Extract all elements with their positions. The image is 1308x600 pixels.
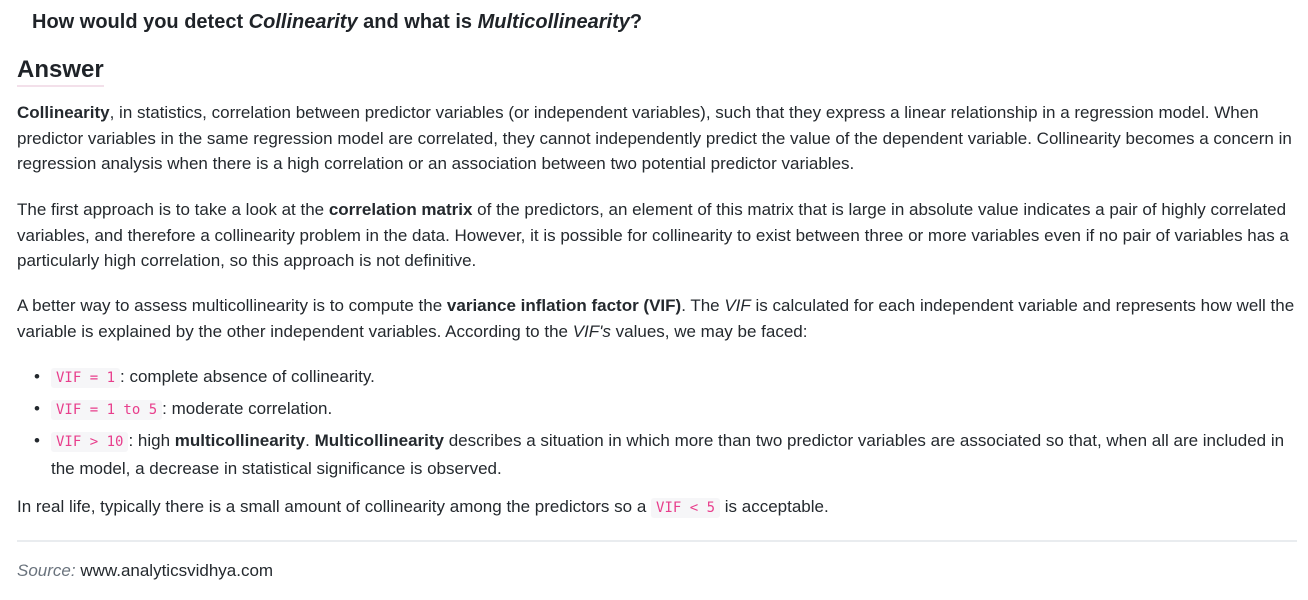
source-line: Source: www.analyticsvidhya.com	[17, 561, 273, 581]
question-title: How would you detect Collinearity and wh…	[32, 11, 642, 34]
list-item-text: : complete absence of collinearity.	[120, 367, 375, 386]
paragraph-correlation-before: The first approach is to take a look at …	[17, 200, 329, 219]
question-term-collinearity: Collinearity	[248, 11, 358, 33]
paragraph-correlation-after: of the predictors, an element of this ma…	[17, 200, 1289, 270]
code-vif-1: VIF = 1	[51, 368, 121, 388]
paragraph-vif-before: A better way to assess multicollinearity…	[17, 296, 447, 315]
list-item-text: : moderate correlation.	[162, 399, 333, 418]
list-item-bold-2: Multicollinearity	[314, 431, 444, 450]
code-vif-gt-10: VIF > 10	[51, 432, 129, 452]
vif-list: • VIF = 1: complete absence of collineari…	[17, 364, 1299, 486]
list-item: • VIF > 10: high multicollinearity. Multi…	[17, 428, 1299, 481]
list-item: • VIF = 1: complete absence of collineari…	[17, 364, 1299, 392]
paragraph-definition: Collinearity, in statistics, correlation…	[17, 100, 1299, 177]
paragraph-vif-italic-1: VIF	[724, 296, 751, 315]
question-term-multicollinearity: Multicollinearity	[477, 11, 630, 33]
paragraph-vif-bold: variance inflation factor (VIF)	[446, 296, 682, 315]
paragraph-vif-italic-2: VIF's	[572, 321, 611, 341]
divider	[17, 540, 1297, 542]
paragraph-real-life-before: In real life, typically there is a small…	[17, 497, 652, 516]
paragraph-definition-text: , in statistics, correlation between pre…	[17, 103, 1292, 173]
list-item: • VIF = 1 to 5: moderate correlation.	[17, 396, 1299, 424]
paragraph-vif-mid-1: . The	[681, 296, 725, 315]
paragraph-vif-after: values, we may be faced:	[610, 321, 808, 341]
paragraph-definition-lead: Collinearity	[17, 103, 110, 122]
source-link[interactable]: www.analyticsvidhya.com	[80, 561, 274, 580]
paragraph-real-life-after: is acceptable.	[720, 497, 829, 516]
paragraph-real-life: In real life, typically there is a small…	[17, 494, 1299, 522]
paragraph-vif: A better way to assess multicollinearity…	[17, 293, 1299, 344]
question-part-1: How would you detect	[32, 11, 249, 33]
code-vif-lt-5: VIF < 5	[651, 498, 721, 518]
bullet-icon: •	[34, 431, 40, 450]
source-label: Source:	[17, 561, 76, 580]
paragraph-vif-mid-2: is calculated for each independent varia…	[17, 296, 1295, 341]
answer-heading: Answer	[17, 56, 104, 87]
list-item-text-mid: .	[305, 431, 315, 450]
bullet-icon: •	[34, 367, 40, 386]
question-part-2: and what is	[357, 11, 478, 33]
list-item-bold-1: multicollinearity	[174, 431, 306, 450]
bullet-icon: •	[34, 399, 40, 418]
paragraph-correlation-bold: correlation matrix	[328, 200, 473, 219]
list-item-text-after: describes a situation in which more than…	[51, 431, 1285, 478]
code-vif-1-to-5: VIF = 1 to 5	[51, 400, 163, 420]
list-item-text-before: : high	[128, 431, 175, 450]
question-part-3: ?	[629, 11, 643, 33]
paragraph-correlation-matrix: The first approach is to take a look at …	[17, 197, 1299, 274]
